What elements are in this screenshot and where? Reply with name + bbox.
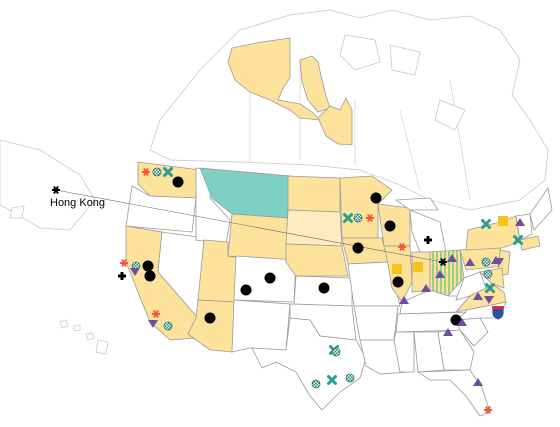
checkered-dot-marker <box>152 167 162 177</box>
purple-triangle-up-marker <box>447 254 457 262</box>
checkered-dot-marker <box>311 379 321 389</box>
purple-triangle-up-marker <box>399 296 409 304</box>
red-asterisk-marker <box>366 214 374 222</box>
markers <box>52 167 525 414</box>
teal-x-marker <box>327 375 337 385</box>
purple-triangle-down-marker <box>484 296 494 304</box>
teal-x-marker <box>513 235 523 245</box>
checkered-dot-group <box>131 167 493 389</box>
teal-x-marker <box>163 167 173 177</box>
black-dot-marker <box>370 192 382 204</box>
checkered-dot-marker <box>481 257 491 267</box>
purple-triangle-up-marker <box>473 292 483 300</box>
black-dot-marker <box>172 176 184 188</box>
teal-x-marker <box>343 213 353 223</box>
route-line <box>55 189 443 263</box>
purple-triangle-up-marker <box>465 258 475 266</box>
black-dot-marker <box>318 282 330 294</box>
red-asterisk-marker <box>120 259 128 267</box>
plus-cross-marker <box>118 272 126 280</box>
checkered-dot-marker <box>353 213 363 223</box>
black-asterisk-marker <box>52 186 60 194</box>
purple-triangle-up-marker <box>443 328 453 336</box>
black-dot-marker <box>142 260 154 272</box>
black-asterisk-marker <box>439 258 447 266</box>
asia-coast <box>0 139 96 231</box>
hong-kong-label: Hong Kong <box>50 197 105 209</box>
red-asterisk-group <box>120 168 492 414</box>
yellow-square-marker <box>413 262 423 272</box>
purple-triangle-down-marker <box>148 320 158 328</box>
purple-triangle-up-marker <box>435 270 445 278</box>
teal-x-marker <box>481 219 491 229</box>
red-asterisk-marker <box>142 168 150 176</box>
black-dot-marker <box>450 314 462 326</box>
alaska <box>227 37 353 146</box>
black-dot-marker <box>384 220 396 232</box>
black-asterisk-group <box>52 186 447 266</box>
checkered-dot-marker <box>483 269 493 279</box>
purple-triangle-up-marker <box>515 218 525 226</box>
teal-x-group <box>163 167 523 385</box>
yellow-square-marker <box>392 264 402 274</box>
checkered-dot-marker <box>345 373 355 383</box>
black-dot-marker <box>204 312 216 324</box>
checkered-dot-marker <box>163 321 173 331</box>
plus-cross-group <box>118 236 432 280</box>
red-asterisk-marker <box>484 406 492 414</box>
black-dot-marker <box>240 284 252 296</box>
interstate-95-shield-icon <box>491 305 505 321</box>
black-dot-marker <box>264 272 276 284</box>
purple-triangle-down-marker <box>130 268 140 276</box>
purple-triangle-down-marker <box>494 258 504 266</box>
plus-cross-marker <box>424 236 432 244</box>
purple-triangle-up-marker <box>473 378 483 386</box>
red-asterisk-marker <box>152 310 160 318</box>
black-dot-marker <box>392 276 404 288</box>
yellow-square-group <box>392 216 508 274</box>
us-states <box>125 161 553 417</box>
black-dot-marker <box>144 270 156 282</box>
black-dot-marker <box>352 242 364 254</box>
yellow-square-marker <box>498 216 508 226</box>
red-asterisk-marker <box>398 243 406 251</box>
purple-triangle-up-marker <box>421 284 431 292</box>
teal-x-marker <box>485 283 495 293</box>
checkered-dot-marker <box>331 347 341 357</box>
purple-triangle-up-marker <box>457 318 467 326</box>
purple-triangle-down-group <box>130 258 504 328</box>
hawaii <box>59 319 109 355</box>
